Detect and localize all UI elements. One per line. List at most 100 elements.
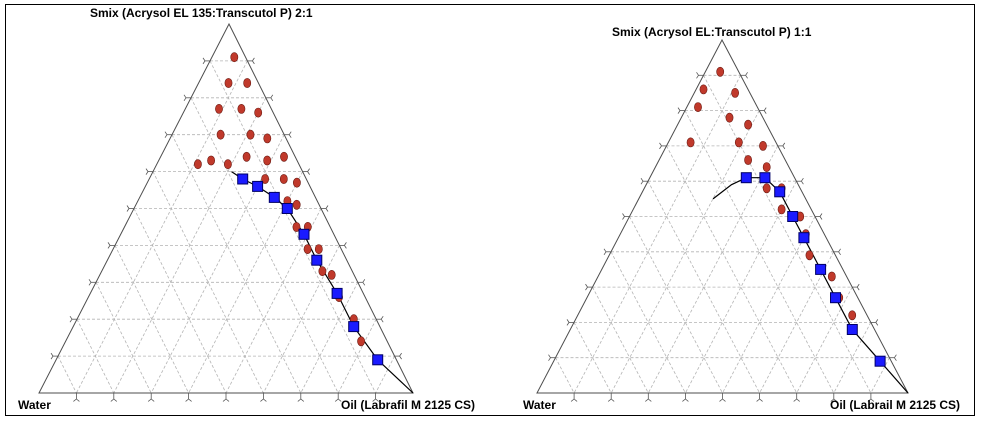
grid-line xyxy=(759,251,834,394)
axis-tick xyxy=(585,286,588,291)
axis-tick xyxy=(307,171,310,175)
grid-line xyxy=(263,245,340,394)
axis-tick xyxy=(399,355,402,360)
grid-line xyxy=(95,282,152,394)
axis-tick xyxy=(756,398,760,402)
axis-tick xyxy=(719,398,723,402)
axis-tick xyxy=(334,398,339,402)
axis-tick xyxy=(270,97,274,102)
axis-tick xyxy=(796,398,800,402)
microemulsion-point xyxy=(762,162,771,172)
axis-tick xyxy=(325,205,329,209)
microemulsion-point xyxy=(762,183,771,194)
axis-tick xyxy=(548,357,551,361)
axis-tick xyxy=(585,283,588,288)
axis-tick xyxy=(682,398,686,402)
axis-tick xyxy=(164,131,168,135)
axis-tick xyxy=(894,354,897,358)
microemulsion-point xyxy=(207,155,215,166)
axis-tick xyxy=(838,251,841,256)
axis-tick xyxy=(325,208,329,212)
microemulsion-point xyxy=(694,102,702,112)
boundary-point xyxy=(774,186,786,198)
grid-line xyxy=(76,319,115,394)
axis-tick xyxy=(263,398,267,402)
boundary-point xyxy=(268,191,280,203)
microemulsion-point xyxy=(292,199,301,210)
axis-tick xyxy=(622,216,625,220)
axis-tick xyxy=(573,398,578,402)
boundary-point xyxy=(348,321,360,333)
axis-tick xyxy=(875,322,879,326)
axis-tick xyxy=(337,398,342,402)
grid-line xyxy=(57,355,77,394)
microemulsion-point xyxy=(242,151,251,162)
grid-line xyxy=(300,282,359,394)
axis-tick xyxy=(867,398,872,402)
boundary-point xyxy=(798,232,810,244)
axis-tick xyxy=(147,398,152,402)
grid-line xyxy=(76,60,248,394)
chart1-water-label: Water xyxy=(18,398,51,412)
microemulsion-point xyxy=(246,129,255,140)
axis-tick xyxy=(252,60,255,65)
axis-tick xyxy=(288,134,292,138)
microemulsion-point xyxy=(827,271,836,282)
axis-tick xyxy=(793,398,797,402)
axis-tick xyxy=(69,315,73,320)
axis-tick xyxy=(73,398,77,402)
axis-tick xyxy=(344,245,347,249)
axis-tick xyxy=(300,398,305,402)
axis-tick xyxy=(252,57,255,62)
chart1-apex-label: Smix (Acrysol EL 135:Transcutol P) 2:1 xyxy=(90,6,313,20)
boundary-point xyxy=(237,173,249,185)
boundary-point xyxy=(874,355,886,367)
axis-tick xyxy=(76,398,80,402)
axis-tick xyxy=(107,242,111,246)
axis-tick xyxy=(819,213,823,217)
boundary-point xyxy=(281,203,293,214)
axis-tick xyxy=(188,398,192,402)
microemulsion-point xyxy=(318,266,327,277)
grid-line xyxy=(337,319,377,394)
microemulsion-point xyxy=(279,174,288,184)
microemulsion-point xyxy=(744,119,752,130)
axis-tick xyxy=(288,131,292,135)
microemulsion-point xyxy=(254,107,263,118)
axis-tick xyxy=(696,72,699,76)
axis-tick xyxy=(659,142,662,147)
axis-tick xyxy=(150,398,155,402)
grid-line xyxy=(150,134,285,394)
axis-tick xyxy=(260,398,264,402)
axis-tick xyxy=(870,398,875,402)
axis-tick xyxy=(830,398,835,402)
axis-tick xyxy=(69,318,73,323)
axis-tick xyxy=(833,398,838,402)
microemulsion-point xyxy=(686,137,695,148)
microemulsion-point xyxy=(216,129,225,140)
microemulsion-point xyxy=(327,269,336,280)
axis-tick xyxy=(622,213,625,217)
axis-tick xyxy=(610,398,615,402)
grid-line xyxy=(647,145,779,394)
axis-tick xyxy=(380,315,384,320)
microemulsion-point xyxy=(725,112,734,123)
axis-tick xyxy=(202,60,206,65)
axis-tick xyxy=(782,145,786,150)
grid-line xyxy=(666,145,798,394)
axis-tick xyxy=(782,142,786,147)
microemulsion-point xyxy=(759,140,767,151)
axis-tick xyxy=(566,322,570,326)
axis-tick xyxy=(763,110,767,114)
axis-tick xyxy=(344,242,347,246)
microemulsion-point xyxy=(848,310,857,321)
microemulsion-point xyxy=(292,177,301,188)
axis-tick xyxy=(183,94,187,99)
grid-line xyxy=(629,216,723,394)
axis-tick xyxy=(856,283,860,288)
axis-tick xyxy=(677,107,681,111)
axis-tick xyxy=(222,398,227,402)
axis-tick xyxy=(372,398,376,402)
grid-line xyxy=(703,75,872,394)
